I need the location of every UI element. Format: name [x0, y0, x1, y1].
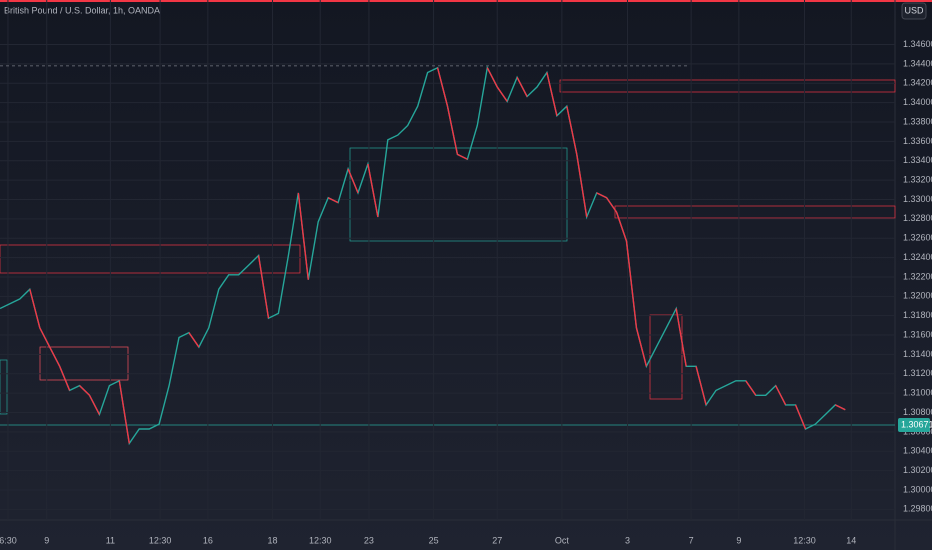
y-tick-label: 1.33200 [903, 174, 932, 184]
y-tick-label: 1.33800 [903, 116, 932, 126]
chart-title: British Pound / U.S. Dollar, 1h, OANDA [4, 5, 160, 15]
x-tick-label: 18 [267, 535, 277, 545]
y-tick-label: 1.30800 [903, 407, 932, 417]
down-segment [576, 154, 588, 218]
down-segment [835, 404, 846, 411]
y-tick-label: 1.31000 [903, 388, 932, 398]
y-tick-label: 1.32400 [903, 252, 932, 262]
down-segment [516, 76, 528, 97]
top-border [0, 0, 932, 2]
zone [649, 314, 683, 400]
y-tick-label: 1.32000 [903, 291, 932, 301]
x-tick-label: 16 [203, 535, 213, 545]
x-tick-label: Oct [555, 535, 570, 545]
y-tick-label: 1.32600 [903, 233, 932, 243]
y-tick-label: 1.34000 [903, 97, 932, 107]
down-segment [695, 366, 707, 406]
y-tick-label: 1.30200 [903, 465, 932, 475]
x-tick-label: 12:30 [149, 535, 172, 545]
x-tick-label: 12:30 [309, 535, 332, 545]
down-segment [446, 106, 459, 155]
x-tick-label: 23 [364, 535, 374, 545]
x-tick-label: 12:30 [793, 535, 816, 545]
down-segment [39, 327, 51, 348]
y-tick-label: 1.33400 [903, 155, 932, 165]
down-segment [257, 255, 270, 319]
down-segment [675, 308, 687, 367]
y-tick-label: 1.30400 [903, 446, 932, 456]
down-segment [79, 385, 90, 396]
x-tick-label: 27 [492, 535, 502, 545]
y-tick-label: 1.34400 [903, 58, 932, 68]
y-tick-label: 1.33600 [903, 136, 932, 146]
down-segment [367, 163, 379, 218]
zone [39, 346, 129, 381]
down-segment [436, 67, 449, 107]
y-tick-label: 1.30000 [903, 484, 932, 494]
down-segment [606, 197, 618, 213]
down-segment [546, 72, 558, 116]
down-segment [625, 241, 638, 328]
x-tick-label: 9 [736, 535, 741, 545]
currency-button[interactable] [901, 2, 927, 20]
down-segment [486, 67, 498, 88]
last-price-tag [898, 418, 930, 433]
down-segment [118, 380, 130, 444]
y-tick-label: 1.33000 [903, 194, 932, 204]
down-segment [297, 192, 309, 280]
currency-label[interactable]: USD [904, 5, 924, 15]
y-tick-label: 1.32200 [903, 271, 932, 281]
y-tick-label: 1.29800 [903, 504, 932, 514]
down-segment [635, 327, 648, 367]
down-segment [775, 385, 787, 406]
zone [0, 359, 8, 415]
down-segment [59, 366, 71, 391]
y-tick-label: 1.31600 [903, 329, 932, 339]
down-segment [188, 332, 200, 348]
down-segment [566, 106, 578, 155]
x-tick-label: 25 [429, 535, 439, 545]
y-tick-label: 1.32800 [903, 213, 932, 223]
last-price-label: 1.30671 [901, 419, 932, 429]
down-segment [88, 394, 101, 415]
down-segment [29, 289, 41, 328]
down-segment [794, 404, 807, 430]
x-tick-label: 11 [106, 535, 115, 545]
zone [349, 147, 568, 242]
down-segment [745, 380, 757, 396]
y-tick-label: 1.31400 [903, 349, 932, 359]
x-tick-label: 14 [846, 535, 856, 545]
y-tick-label: 1.34200 [903, 78, 932, 88]
down-segment [596, 192, 607, 199]
down-segment [457, 153, 468, 160]
down-segment [347, 168, 359, 194]
down-segment [327, 197, 339, 204]
x-tick-label: 9 [44, 535, 49, 545]
x-tick-label: 7 [689, 535, 694, 545]
down-segment [49, 346, 61, 367]
y-tick-label: 1.34600 [903, 39, 932, 49]
zone [559, 79, 896, 93]
y-tick-label: 1.31200 [903, 368, 932, 378]
y-tick-label: 1.31800 [903, 310, 932, 320]
zone [614, 205, 896, 219]
down-segment [496, 86, 508, 102]
zone [0, 244, 301, 274]
x-tick-label: 3 [625, 535, 630, 545]
x-tick-label: 6:30 [0, 535, 17, 545]
zones [0, 79, 896, 426]
down-segment [615, 211, 628, 242]
